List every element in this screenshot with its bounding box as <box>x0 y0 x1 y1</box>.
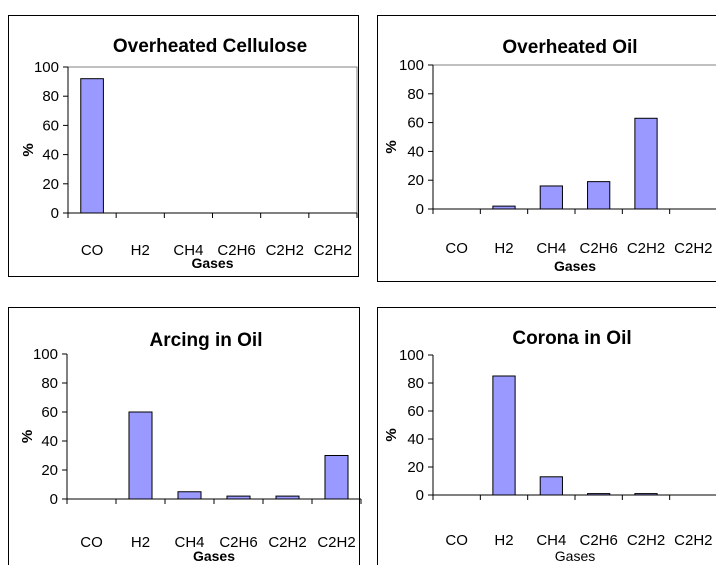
x-tick-label: C2H6 <box>219 534 257 551</box>
y-tick-label: 20 <box>407 459 424 476</box>
chart-panel-overheated-oil: Overheated Oil 0 20 40 60 80 100 CO H2 CH4 C2H6 C2H… <box>377 15 716 282</box>
x-tick-label: CH4 <box>536 240 566 257</box>
x-axis-title: Gases <box>193 548 235 564</box>
y-tick-label: 60 <box>407 115 424 132</box>
x-tick-label: CO <box>445 240 468 257</box>
x-tick-label: CH4 <box>174 534 204 551</box>
bar <box>128 411 153 500</box>
x-tick-label: C2H2 <box>317 534 355 551</box>
y-tick-label: 60 <box>41 404 58 421</box>
x-tick-label: CO <box>80 534 103 551</box>
y-tick-label: 20 <box>41 462 58 479</box>
x-tick-label: C2H2 <box>268 534 306 551</box>
x-tick-label: CH4 <box>173 242 203 259</box>
y-tick-label: 20 <box>407 172 424 189</box>
y-axis-title: % <box>19 430 36 443</box>
bar <box>324 455 349 500</box>
y-tick-label: 20 <box>42 176 59 193</box>
bar <box>539 476 563 496</box>
chart-panel-overheated-cellulose: Overheated Cellulose 0 20 40 60 80 100 CO H2 CH4 C… <box>8 15 359 277</box>
bar <box>226 495 251 500</box>
y-tick-label: 100 <box>399 347 424 364</box>
x-tick-label: C2H2 <box>674 532 712 549</box>
bar <box>275 495 300 500</box>
bar <box>587 493 611 496</box>
y-tick-label: 40 <box>407 143 424 160</box>
x-tick-label: C2H6 <box>217 242 255 259</box>
y-tick-label: 0 <box>416 487 424 504</box>
chart-svg: Overheated Oil 0 20 40 60 80 100 CO H2 CH4 C2H6 C2H… <box>383 37 716 274</box>
bar <box>177 491 202 500</box>
x-axis-title: Gases <box>191 255 233 271</box>
x-tick-label: H2 <box>131 534 150 551</box>
bar <box>80 78 104 214</box>
x-tick-label: C2H2 <box>266 242 304 259</box>
x-tick-label: C2H6 <box>579 532 617 549</box>
x-tick-label: CH4 <box>536 532 566 549</box>
chart-svg: Overheated Cellulose 0 20 40 60 80 100 CO H2 CH4 C… <box>20 36 358 271</box>
y-tick-label: 100 <box>34 59 59 76</box>
x-tick-label: H2 <box>131 242 150 259</box>
y-tick-label: 100 <box>399 57 424 74</box>
y-tick-label: 0 <box>51 205 59 222</box>
x-axis-title: Gases <box>555 548 595 564</box>
y-tick-label: 80 <box>407 375 424 392</box>
x-tick-label: CO <box>81 242 104 259</box>
y-tick-label: 60 <box>42 117 59 134</box>
y-axis-title: % <box>383 428 400 441</box>
x-tick-label: CO <box>445 532 468 549</box>
x-tick-label: C2H2 <box>627 532 665 549</box>
chart-title: Overheated Oil <box>502 37 637 58</box>
x-tick-label: C2H2 <box>674 240 712 257</box>
y-tick-label: 100 <box>33 346 58 363</box>
plot-area-border <box>433 64 716 66</box>
plot-area-border <box>68 66 358 213</box>
y-tick-label: 40 <box>407 431 424 448</box>
chart-panel-corona-in-oil: Corona in Oil 0 20 40 60 80 100 CO H2 CH4 C2H6 C2H2… <box>377 307 716 565</box>
bar <box>634 117 658 210</box>
bar <box>539 185 563 210</box>
x-tick-label: C2H2 <box>314 242 352 259</box>
bar <box>634 493 658 496</box>
y-tick-label: 0 <box>50 491 58 508</box>
chart-svg: Corona in Oil 0 20 40 60 80 100 CO H2 CH4 C2H6 C2H2… <box>383 328 716 564</box>
bar <box>492 375 516 496</box>
x-tick-label: H2 <box>494 240 513 257</box>
chart-title: Arcing in Oil <box>150 330 263 351</box>
y-tick-label: 0 <box>416 201 424 218</box>
x-tick-label: C2H2 <box>627 240 665 257</box>
x-tick-label: H2 <box>494 532 513 549</box>
y-tick-label: 80 <box>41 375 58 392</box>
y-axis-title: % <box>20 143 37 156</box>
y-tick-label: 80 <box>42 88 59 105</box>
x-tick-label: C2H6 <box>579 240 617 257</box>
y-tick-label: 40 <box>41 433 58 450</box>
bar <box>587 181 611 210</box>
y-tick-label: 80 <box>407 86 424 103</box>
chart-panel-arcing-in-oil: Arcing in Oil 0 20 40 60 80 100 CO H2 CH4 C2H6 C2H2… <box>8 307 362 565</box>
chart-svg: Arcing in Oil 0 20 40 60 80 100 CO H2 CH4 C2H6 C2H2… <box>19 330 362 564</box>
chart-title: Overheated Cellulose <box>113 36 307 57</box>
chart-title: Corona in Oil <box>512 328 631 349</box>
y-tick-label: 60 <box>407 403 424 420</box>
y-tick-label: 40 <box>42 147 59 164</box>
y-axis-title: % <box>383 140 400 153</box>
bar <box>492 205 516 210</box>
x-axis-title: Gases <box>554 258 596 274</box>
